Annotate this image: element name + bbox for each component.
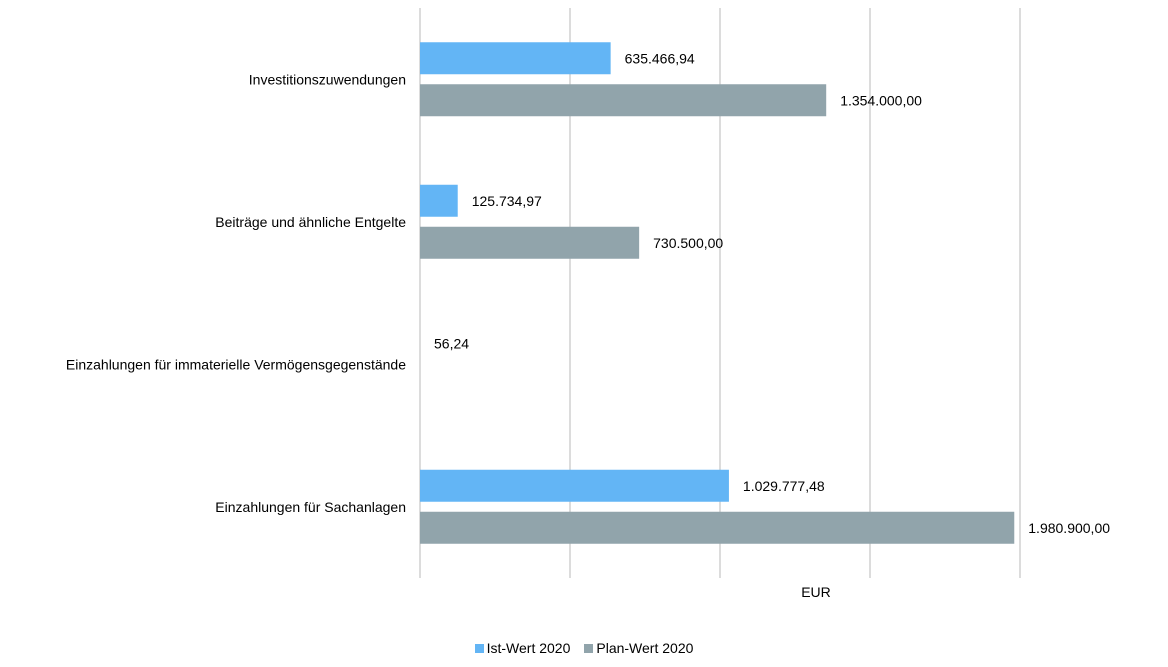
data-label: 730.500,00: [653, 235, 723, 251]
legend-swatch-plan: [584, 643, 594, 653]
data-label: 56,24: [434, 335, 469, 351]
legend-label-ist: Ist-Wert 2020: [486, 640, 571, 656]
legend-swatch-ist: [474, 643, 484, 653]
data-label: 1.354.000,00: [840, 92, 922, 108]
category-label: Beiträge und ähnliche Entgelte: [215, 214, 406, 230]
data-label: 125.734,97: [472, 193, 542, 209]
legend-label-plan: Plan-Wert 2020: [596, 640, 694, 656]
bar: [420, 84, 827, 117]
data-label: 635.466,94: [625, 50, 695, 66]
legend-item-ist: Ist-Wert 2020: [474, 640, 571, 656]
legend: Ist-Wert 2020 Plan-Wert 2020: [0, 640, 1168, 656]
data-label: 1.029.777,48: [743, 478, 825, 494]
bar: [420, 184, 458, 217]
category-label: Einzahlungen für Sachanlagen: [215, 499, 406, 515]
category-label: Investitionszuwendungen: [249, 71, 406, 87]
x-axis-label: EUR: [801, 584, 831, 600]
bar: [420, 42, 611, 75]
bar: [420, 511, 1015, 544]
data-label: 1.980.900,00: [1028, 520, 1110, 536]
legend-item-plan: Plan-Wert 2020: [584, 640, 693, 656]
category-label: Einzahlungen für immaterielle Vermögensg…: [66, 356, 406, 372]
bar: [420, 469, 729, 502]
bar: [420, 226, 640, 259]
